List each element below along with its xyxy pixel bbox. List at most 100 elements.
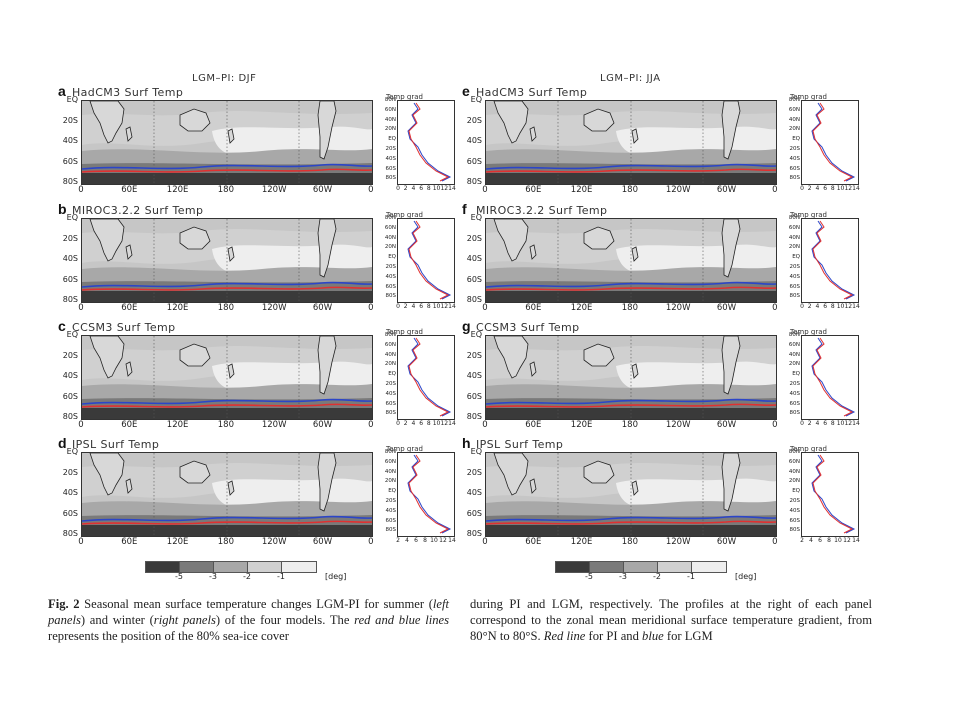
panel-title: IPSL Surf Temp (476, 438, 564, 451)
continent-outline (179, 460, 211, 484)
profile-x-tick: 8 (830, 185, 835, 192)
profile-lat-label: 60S (385, 283, 397, 290)
map-lat-label: 80S (466, 295, 482, 304)
continent-outline (721, 453, 741, 512)
profile-lat-label: 40S (385, 273, 397, 280)
map-lat-label: 40S (62, 488, 78, 497)
continent-outline (631, 128, 639, 144)
colorbar-tick: -5 (175, 572, 183, 581)
colorbar-tick: -5 (585, 572, 593, 581)
profile-lat-label: 60N (788, 106, 800, 113)
caption-left: Fig. 2 Seasonal mean surface temperature… (48, 596, 449, 644)
map-lon-label: 0 (368, 185, 374, 195)
profile-x-tick: 6 (419, 185, 424, 192)
map-lon-label: 180 (217, 303, 234, 313)
profile-svg (407, 220, 452, 300)
map-lat-label: 20S (466, 467, 482, 477)
map-lon-label: 180 (217, 420, 234, 430)
profile-x-tick: 4 (815, 420, 820, 427)
continent-outline (493, 336, 529, 379)
profile-lat-label: 60S (789, 165, 801, 172)
caption-text: Seasonal mean surface temperature change… (79, 597, 433, 611)
profile-lat-label: 80S (385, 175, 397, 182)
caption-text: for LGM (663, 629, 713, 643)
colorbar-tick: -3 (619, 572, 627, 581)
panel-title: HadCM3 Surf Temp (72, 86, 184, 99)
sea-ice-line-lgm (486, 163, 776, 170)
profile-lat-label: 20N (788, 478, 800, 485)
profile-x-tick: 2 (396, 537, 400, 544)
continent-outline (529, 361, 537, 377)
profile-lat-label: 80N (384, 449, 396, 455)
map-lon-label: 120E (570, 185, 593, 195)
continent-outline (317, 101, 337, 160)
profile-x-tick: 6 (823, 185, 828, 192)
panel-c: c CCSM3 Surf Temp EQ 20S 40S 60S 80S 0 60E 120E 18… (56, 313, 456, 438)
sea-ice-line-lgm (82, 163, 372, 170)
profile-lat-label: 80S (789, 527, 801, 534)
profile-x-tick: 10 (432, 185, 441, 192)
map-lon-label: 60E (121, 185, 138, 195)
caption-italic: right panels (153, 613, 216, 627)
profile-line-pi (812, 454, 854, 534)
profile-x-tick: 2 (807, 185, 812, 192)
map-lon-label: 60E (525, 537, 542, 547)
profile-lat-label: 20N (788, 126, 800, 133)
map-svg (486, 336, 776, 419)
map-lon-label: 60E (121, 420, 138, 430)
map-lon-label: 120W (665, 537, 691, 547)
continent-outline (179, 226, 211, 250)
temperature-gradient-profile (801, 100, 859, 185)
profile-x-tick: 8 (830, 303, 835, 310)
profile-lat-label: 80S (385, 410, 397, 417)
map-lon-label: 0 (482, 537, 488, 547)
map-lon-label: 120W (665, 303, 691, 313)
profile-lat-label: 60N (788, 341, 800, 348)
panel-title: MIROC3.2.2 Surf Temp (476, 204, 608, 217)
profile-title: Temp grad (790, 328, 827, 336)
continent-outline (631, 363, 639, 379)
temperature-map (81, 335, 373, 420)
profile-x-tick: 10 (430, 537, 438, 544)
map-lon-label: 0 (772, 303, 778, 313)
map-lon-label: 120E (570, 303, 593, 313)
continent-outline (125, 244, 133, 260)
profile-x-tick: 4 (411, 303, 416, 310)
profile-x-tick: 8 (830, 420, 835, 427)
profile-lat-label: 60N (788, 224, 800, 231)
sea-ice-line-lgm (486, 398, 776, 405)
profile-x-tick: 6 (823, 420, 828, 427)
sea-ice-line-pi (486, 403, 776, 408)
profile-lat-label: EQ (792, 136, 800, 143)
profile-x-tick: 4 (405, 537, 409, 544)
profile-x-tick: 14 (852, 537, 860, 544)
map-lon-label: 0 (482, 185, 488, 195)
map-svg (82, 336, 372, 419)
caption-text: ) and winter ( (80, 613, 154, 627)
profile-lat-label: 60N (384, 224, 396, 231)
map-lon-label: 60E (525, 303, 542, 313)
map-lat-label: 80S (466, 529, 482, 538)
map-lat-label: 60S (62, 508, 78, 518)
profile-line-pi (812, 220, 854, 300)
continent-outline (89, 453, 125, 496)
map-lon-label: 60E (121, 303, 138, 313)
map-lon-label: 120W (665, 185, 691, 195)
sea-ice-line-pi (486, 168, 776, 173)
temperature-map (485, 452, 777, 537)
map-lat-label: 60S (466, 156, 482, 166)
map-lat-label: EQ (66, 213, 78, 222)
colorbar-tick: -2 (653, 572, 661, 581)
map-lat-label: 80S (466, 412, 482, 421)
profile-lat-label: 40S (789, 155, 801, 162)
map-lat-label: 40S (466, 136, 482, 145)
map-lon-label: 60E (525, 420, 542, 430)
profile-x-tick: 2 (807, 303, 812, 310)
continent-outline (631, 246, 639, 262)
profile-x-tick: 12 (844, 303, 853, 310)
temperature-gradient-profile (397, 218, 455, 303)
shading-band (212, 244, 372, 274)
temperature-map (485, 100, 777, 185)
map-lon-label: 60E (121, 537, 138, 547)
caption-right: during PI and LGM, respectively. The pro… (470, 596, 872, 644)
